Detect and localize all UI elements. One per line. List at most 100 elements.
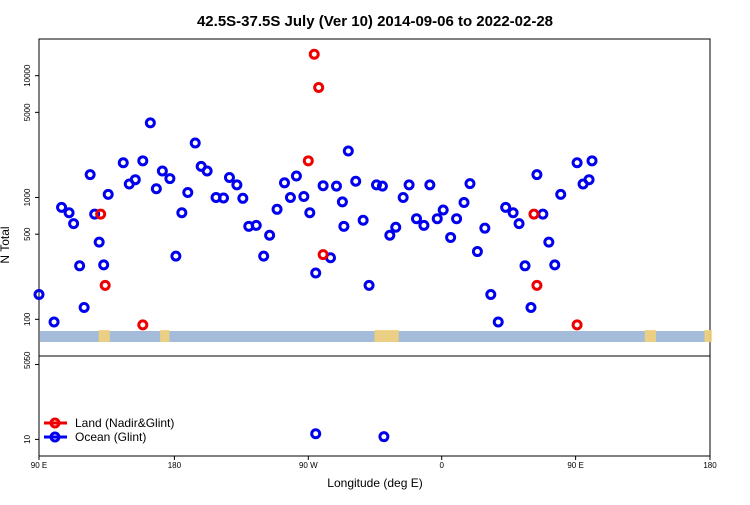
ocean-point [338,220,350,232]
legend-ocean-label: Ocean (Glint) [75,430,146,444]
ocean-point [531,169,543,181]
ocean-point [342,145,354,157]
coverage-band [40,330,712,342]
ocean-point [201,165,213,177]
ocean-point [437,204,449,216]
ocean-point [304,207,316,219]
ocean-point [424,179,436,191]
coverage-band-land [98,330,110,342]
ocean-point-lower [310,428,322,440]
ocean-point [164,173,176,185]
ocean-point [129,174,141,186]
chart-title: 42.5S-37.5S July (Ver 10) 2014-09-06 to … [197,13,553,30]
ocean-point [336,196,348,208]
y-tick-label: 50 [23,351,32,360]
ocean-point [84,169,96,181]
coverage-band-land [160,330,170,342]
ocean-point-lower [378,431,390,443]
ocean-point [137,155,149,167]
ocean-point [56,201,68,213]
land-point [302,155,314,167]
ocean-point [586,155,598,167]
ocean-point [310,267,322,279]
ocean-point [231,179,243,191]
x-tick-label: 90 E [567,461,583,470]
ocean-point [492,316,504,328]
ocean-point [363,279,375,291]
ocean-point [485,288,497,300]
ocean-point [98,259,110,271]
ocean-point [189,137,201,149]
ocean-point [418,219,430,231]
lower-plot-frame [38,355,711,457]
y-tick-label: 10 [23,434,32,443]
y-tick-label: 500 [23,227,32,241]
ocean-point [284,192,296,203]
x-tick-label: 90 W [299,461,318,470]
ocean-point [411,213,423,225]
ocean-point [571,157,583,169]
legend-land-marker [49,417,61,429]
ocean-point [543,236,555,248]
ocean-point [397,192,409,203]
x-tick-label: 180 [703,461,717,470]
x-tick-label: 90 E [31,461,47,470]
ocean-point [537,208,549,220]
land-point [571,319,583,331]
ocean-point [170,250,182,262]
y-tick-label: 5000 [23,103,32,121]
ocean-point [555,188,567,200]
ocean-point [264,229,276,241]
ocean-point [68,218,80,230]
ocean-point [451,213,463,225]
coverage-band-land [374,330,399,342]
ocean-point [150,183,162,195]
upper-plot-frame [38,38,711,357]
land-point [137,319,149,331]
ocean-point [250,219,262,231]
ocean-point [78,302,90,314]
ocean-point [317,180,329,192]
y-tick-label: 50 [23,359,32,368]
ocean-point [525,302,537,314]
ocean-point [350,175,362,187]
ocean-point [507,207,519,219]
ocean-point [403,179,415,191]
y-tick-label: 100 [23,312,32,326]
ocean-point [583,174,595,186]
ocean-point [93,236,105,248]
ocean-point [258,250,270,262]
ocean-point [370,179,382,191]
ocean-point [48,316,60,328]
ocean-point [156,165,168,177]
ocean-point [63,207,75,219]
x-tick-label: 0 [439,461,444,470]
ocean-point [376,180,388,192]
lower-y-axis: 10 50 [23,359,39,444]
ocean-point [384,229,396,241]
ocean-point [445,231,457,243]
ocean-point [431,213,443,225]
ocean-point [471,246,483,258]
ocean-point [237,192,249,204]
y-axis-title: N Total [0,226,12,263]
ocean-point [330,180,342,192]
ocean-point [102,188,114,200]
x-axis-title: Longitude (deg E) [327,476,422,490]
y-tick-label: 1000 [23,188,32,206]
land-point [531,279,543,291]
coverage-band-land [704,330,712,342]
ocean-point [74,260,86,272]
ocean-point [479,222,491,234]
upper-y-axis: 100 500 1000 5000 10000 50 [23,64,39,360]
ocean-point [458,196,470,208]
land-point [99,279,111,291]
ocean-point [513,218,525,230]
ocean-point [549,259,561,271]
y-tick-label: 10000 [23,64,32,87]
x-axis: 90 E 180 90 W 0 90 E 180 [31,456,717,470]
ocean-point [33,288,45,300]
ocean-point [298,190,310,202]
